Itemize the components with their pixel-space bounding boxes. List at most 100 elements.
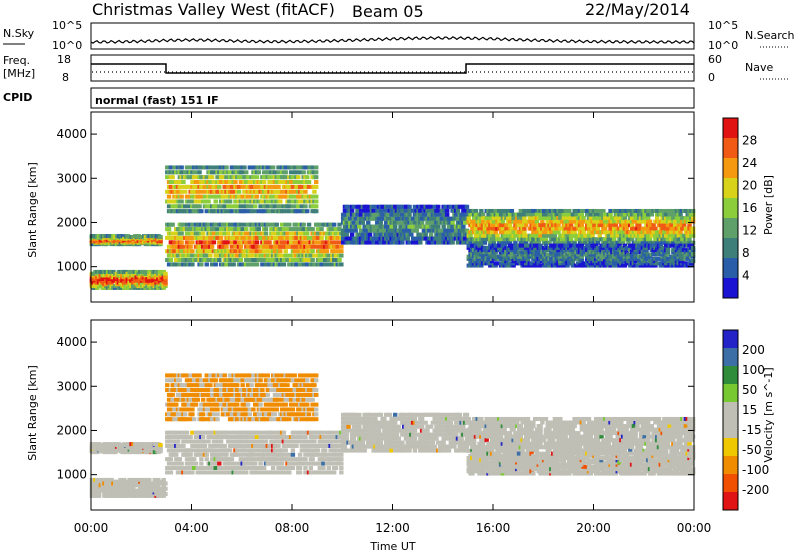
power-cell bbox=[167, 227, 171, 231]
power-cell bbox=[569, 237, 573, 241]
nsearch-label: N.Search bbox=[745, 29, 795, 42]
power-colorbar-tick: 16 bbox=[742, 201, 757, 215]
power-cell bbox=[556, 230, 560, 234]
power-cell bbox=[445, 209, 449, 213]
power-colorbar-segment bbox=[723, 178, 738, 198]
power-cell bbox=[678, 213, 682, 217]
power-cell bbox=[305, 209, 309, 213]
power-cell bbox=[179, 165, 183, 169]
power-cell bbox=[580, 223, 584, 227]
power-cell bbox=[691, 227, 695, 231]
power-cell bbox=[226, 232, 230, 236]
power-cell bbox=[429, 233, 433, 237]
power-cell bbox=[284, 170, 288, 174]
power-cell bbox=[307, 180, 311, 184]
power-cell bbox=[493, 230, 497, 234]
power-cell bbox=[409, 233, 413, 237]
power-cell bbox=[208, 254, 212, 258]
power-cell bbox=[287, 223, 291, 227]
power-cell bbox=[415, 229, 419, 233]
power-colorbar-segment bbox=[723, 218, 738, 238]
power-colorbar-tick: 20 bbox=[742, 179, 757, 193]
power-cell bbox=[305, 232, 309, 236]
power-cell bbox=[201, 232, 205, 236]
nave-label: Nave bbox=[745, 61, 773, 74]
velocity-cells bbox=[90, 373, 696, 497]
power-colorbar-tick: 4 bbox=[742, 269, 750, 283]
power-cell bbox=[253, 204, 257, 208]
power-cell bbox=[314, 165, 318, 169]
power-cell bbox=[337, 258, 341, 262]
power-cell bbox=[350, 233, 354, 237]
power-cell bbox=[284, 249, 288, 253]
power-cell bbox=[350, 209, 354, 213]
power-cell bbox=[623, 216, 627, 220]
power-cell bbox=[556, 223, 560, 227]
power-cell bbox=[319, 236, 323, 240]
y-tick-label: 3000 bbox=[56, 171, 87, 185]
power-cell bbox=[650, 213, 654, 217]
power-cell bbox=[569, 223, 573, 227]
power-cell bbox=[625, 227, 629, 231]
power-cell bbox=[205, 262, 209, 266]
power-cell bbox=[598, 234, 602, 238]
power-cell bbox=[244, 227, 248, 231]
power-colorbar-tick: 24 bbox=[742, 156, 757, 170]
power-cell bbox=[212, 240, 216, 244]
power-colorbar-segment bbox=[723, 158, 738, 178]
power-cell bbox=[567, 209, 571, 213]
power-cell bbox=[601, 209, 605, 213]
power-cell bbox=[257, 170, 261, 174]
power-cell bbox=[170, 223, 174, 227]
power-cell bbox=[255, 262, 259, 266]
power-cell bbox=[314, 204, 318, 208]
power-cell bbox=[407, 213, 411, 217]
power-cell bbox=[393, 225, 397, 229]
y-tick-label: 1000 bbox=[56, 260, 87, 274]
power-cell bbox=[637, 223, 641, 227]
beam-title: Beam 05 bbox=[352, 2, 424, 21]
power-cell bbox=[630, 237, 634, 241]
nave-tick-bottom: 0 bbox=[708, 71, 715, 84]
power-cell bbox=[456, 209, 460, 213]
power-cell bbox=[407, 205, 411, 209]
power-cell bbox=[264, 232, 268, 236]
power-cell bbox=[691, 216, 695, 220]
power-cell bbox=[522, 216, 526, 220]
power-cell bbox=[310, 227, 314, 231]
power-colorbar-tick: 8 bbox=[742, 246, 750, 260]
power-cell bbox=[596, 227, 600, 231]
power-cell bbox=[210, 245, 214, 249]
power-cell bbox=[314, 195, 318, 199]
power-cell bbox=[581, 230, 585, 234]
power-cell bbox=[406, 237, 410, 241]
power-cell bbox=[379, 221, 383, 225]
nsearch-tick-bottom: 10^0 bbox=[708, 39, 738, 52]
power-cell bbox=[691, 246, 695, 250]
power-cell bbox=[450, 221, 454, 225]
power-cell bbox=[418, 241, 422, 245]
power-cell bbox=[163, 272, 167, 276]
cpid-text: normal (fast) 151 IF bbox=[95, 94, 219, 107]
power-cell bbox=[524, 223, 528, 227]
power-cell bbox=[465, 205, 469, 209]
power-cell bbox=[158, 235, 162, 239]
power-cell bbox=[508, 223, 512, 227]
power-cell bbox=[339, 254, 343, 258]
power-cell bbox=[239, 245, 243, 249]
power-cell bbox=[190, 249, 194, 253]
velocity-cell bbox=[158, 443, 162, 447]
power-colorbar-tick: 12 bbox=[742, 224, 757, 238]
power-cell bbox=[314, 209, 318, 213]
power-cell bbox=[231, 262, 235, 266]
power-cell bbox=[691, 220, 695, 224]
power-cell bbox=[581, 216, 585, 220]
nave-tick-top: 60 bbox=[708, 53, 722, 66]
power-cell bbox=[424, 233, 428, 237]
power-cell bbox=[535, 220, 539, 224]
power-cell bbox=[199, 209, 203, 213]
power-cell bbox=[481, 213, 485, 217]
power-cell bbox=[691, 230, 695, 234]
power-cell bbox=[224, 245, 228, 249]
